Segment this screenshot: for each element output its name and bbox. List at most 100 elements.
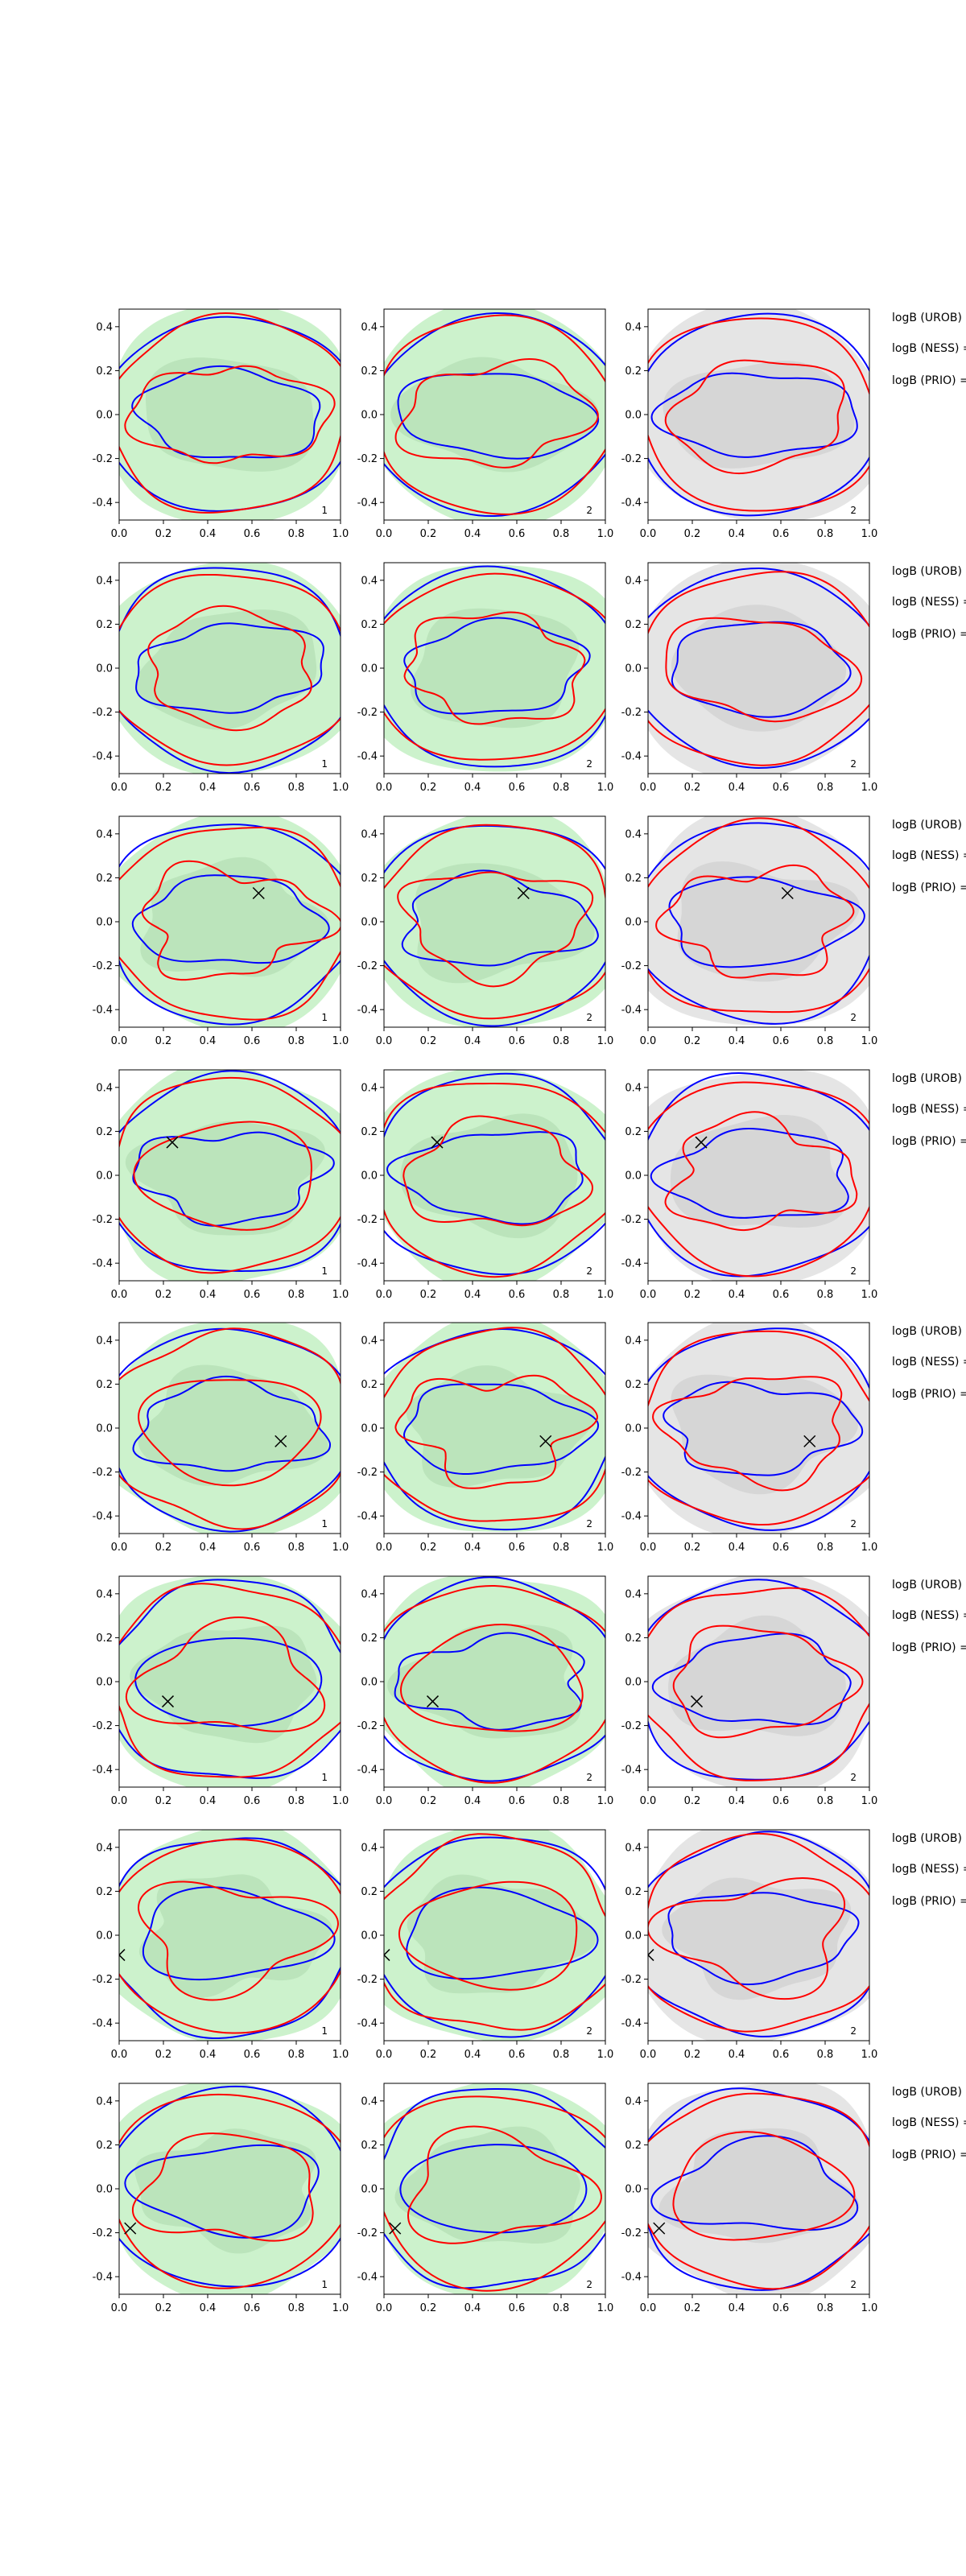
x-tick-label: 0.0	[111, 2302, 128, 2314]
panel-number: 2	[850, 1265, 857, 1277]
panel-r2-c2: 0.0 0.2 0.4 0.6 0.8 1.0 0.4 0.2 0.0 -0.2 -0.4 2	[357, 562, 614, 794]
x-tick-label: 1.0	[597, 1795, 614, 1807]
contour-blue-outer	[648, 1831, 869, 2037]
panel-r6-c1: 0.0 0.2 0.4 0.6 0.8 1.0 0.4 0.2 0.0 -0.2 -0.4 1	[93, 1575, 349, 1807]
contour-red-outer	[119, 573, 341, 766]
y-tick-label: -0.4	[621, 497, 642, 510]
x-tick-label: 0.4	[464, 1289, 481, 1301]
contour-red-inner	[655, 864, 855, 979]
panel-r7-c2: 0.0 0.2 0.4 0.6 0.8 1.0 0.4 0.2 0.0 -0.2 -0.4 2	[357, 1829, 613, 2061]
x-tick-label: 1.0	[597, 782, 614, 794]
x-marker	[431, 1136, 444, 1149]
x-tick-label: 0.0	[376, 1542, 393, 1554]
contour-red-inner	[137, 1880, 339, 2001]
y-tick-label: -0.4	[621, 1258, 642, 1270]
contour-blue-outer	[384, 312, 605, 518]
x-tick-label: 0.2	[420, 1035, 437, 1047]
y-tick-label: 0.0	[625, 663, 642, 675]
x-tick-label: 0.0	[640, 1542, 657, 1554]
y-tick-label: -0.4	[93, 1005, 113, 1017]
y-tick-label: -0.4	[621, 2272, 642, 2284]
contour-red-inner	[664, 359, 845, 475]
y-tick-label: -0.4	[621, 751, 642, 763]
panel-r8-c2: 0.0 0.2 0.4 0.6 0.8 1.0 0.4 0.2 0.0 -0.2 -0.4 2	[357, 2083, 613, 2314]
y-tick-label: -0.4	[93, 2272, 113, 2284]
logb-label: logB (PRIO) =	[892, 374, 966, 387]
panel-number: 1	[321, 2025, 328, 2037]
contour-red-inner	[147, 605, 312, 732]
x-tick-label: 0.4	[464, 1542, 481, 1554]
contour-red-inner	[402, 1115, 593, 1227]
y-tick-label: -0.2	[357, 960, 378, 972]
y-tick-label: 0.4	[625, 575, 642, 587]
logb-annotations-row-1: logB (UROB) = logB (NESS) = logB (PRIO) =	[892, 312, 966, 387]
x-tick-label: 0.4	[729, 782, 745, 794]
logb-annotations-row-7: logB (UROB) = logB (NESS) = logB (PRIO) =	[892, 1832, 966, 1908]
y-tick-label: -0.2	[93, 453, 113, 465]
y-tick-label: 0.2	[96, 1633, 113, 1645]
x-marker	[389, 2222, 402, 2235]
x-tick-label: 0.2	[155, 1289, 172, 1301]
contour-red-outer	[119, 1583, 341, 1778]
x-tick-label: 0.2	[684, 528, 701, 540]
x-tick-label: 0.4	[729, 1289, 745, 1301]
x-tick-label: 0.8	[288, 1289, 305, 1301]
contour-blue-outer	[384, 1576, 605, 1782]
y-tick-label: 0.0	[361, 1930, 378, 1942]
logb-label: logB (PRIO) =	[892, 1135, 966, 1148]
inner-fill-region	[145, 357, 315, 472]
contour-blue-inner	[651, 1633, 852, 1726]
x-tick-label: 0.8	[288, 2049, 305, 2061]
y-tick-label: 0.4	[96, 575, 113, 587]
contour-red-inner	[398, 1880, 578, 1991]
y-tick-label: 0.2	[361, 1633, 378, 1645]
y-tick-label: 0.2	[96, 1379, 113, 1391]
contour-red-inner	[133, 1121, 312, 1231]
contour-blue-outer	[119, 1579, 341, 1779]
x-tick-label: 0.2	[155, 1542, 172, 1554]
y-tick-label: 0.0	[625, 410, 642, 422]
y-tick-label: 0.4	[625, 828, 642, 840]
contour-red-outer	[648, 2092, 869, 2290]
panel-number: 1	[321, 2279, 328, 2290]
x-tick-label: 0.8	[553, 2302, 570, 2314]
x-tick-label: 0.8	[553, 1795, 570, 1807]
y-tick-label: -0.2	[93, 2227, 113, 2240]
inner-fill-region	[125, 1121, 325, 1236]
x-tick-label: 0.0	[376, 2049, 393, 2061]
x-tick-label: 0.2	[420, 1795, 437, 1807]
x-tick-label: 0.2	[420, 782, 437, 794]
x-marker	[781, 886, 794, 900]
logb-label: logB (UROB) =	[892, 1072, 966, 1085]
logb-label: logB (NESS) =	[892, 1356, 966, 1368]
inner-fill-region	[400, 1113, 578, 1239]
y-tick-label: -0.4	[357, 1765, 378, 1777]
y-tick-label: -0.4	[93, 1511, 113, 1523]
x-marker	[161, 1695, 175, 1708]
y-tick-label: 0.4	[361, 1842, 378, 1854]
x-tick-label: 1.0	[597, 1035, 614, 1047]
x-tick-label: 0.6	[244, 1542, 261, 1554]
inner-fill-region	[134, 2128, 316, 2254]
y-tick-label: 0.0	[96, 1170, 113, 1183]
contour-red-inner	[138, 1379, 322, 1487]
panel-r6-c2: 0.0 0.2 0.4 0.6 0.8 1.0 0.4 0.2 0.0 -0.2 -0.4 2	[357, 1575, 614, 1807]
y-tick-label: 0.4	[96, 1082, 113, 1094]
contour-red-outer	[384, 1833, 605, 2031]
y-tick-label: 0.0	[96, 917, 113, 929]
y-tick-label: -0.2	[93, 960, 113, 972]
x-tick-label: 0.4	[200, 1289, 217, 1301]
logb-label: logB (NESS) =	[892, 1609, 966, 1622]
contour-red-inner	[664, 1111, 858, 1232]
x-tick-label: 0.0	[111, 782, 128, 794]
contour-blue-inner	[667, 1892, 860, 1986]
panel-number: 1	[321, 1012, 328, 1023]
panel-r3-c1: 0.0 0.2 0.4 0.6 0.8 1.0 0.4 0.2 0.0 -0.2 -0.4 1	[93, 815, 349, 1047]
y-tick-label: 0.0	[361, 1170, 378, 1183]
y-tick-label: 0.4	[96, 1588, 113, 1600]
contour-blue-inner	[131, 874, 330, 964]
inner-fill-region	[407, 1874, 597, 1994]
x-tick-label: 0.0	[640, 528, 657, 540]
x-tick-label: 1.0	[861, 1289, 878, 1301]
contour-blue-outer	[648, 1579, 869, 1781]
